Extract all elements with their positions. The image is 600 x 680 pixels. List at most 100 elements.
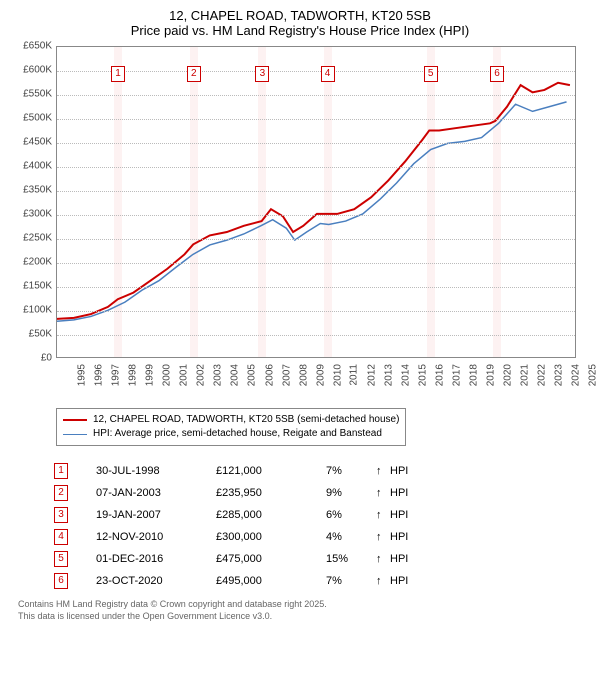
row-date: 12-NOV-2010 bbox=[96, 531, 216, 543]
x-tick-label: 2000 bbox=[161, 364, 172, 386]
marker-box: 1 bbox=[111, 66, 125, 82]
footer: Contains HM Land Registry data © Crown c… bbox=[18, 598, 592, 622]
x-tick-label: 2022 bbox=[537, 364, 548, 386]
x-tick-label: 2007 bbox=[281, 364, 292, 386]
y-tick-label: £500K bbox=[8, 113, 52, 124]
marker-box: 6 bbox=[490, 66, 504, 82]
x-tick-label: 2014 bbox=[400, 364, 411, 386]
gridline bbox=[57, 263, 575, 264]
x-tick-label: 2001 bbox=[179, 364, 190, 386]
row-hpi: HPI bbox=[390, 487, 420, 499]
gridline bbox=[57, 191, 575, 192]
marker-box: 3 bbox=[255, 66, 269, 82]
row-pct: 4% bbox=[326, 531, 376, 543]
x-tick-label: 2003 bbox=[213, 364, 224, 386]
table-row: 412-NOV-2010£300,0004%↑HPI bbox=[54, 526, 592, 548]
table-row: 130-JUL-1998£121,0007%↑HPI bbox=[54, 460, 592, 482]
x-tick-label: 2021 bbox=[520, 364, 531, 386]
x-tick-label: 2020 bbox=[502, 364, 513, 386]
x-tick-label: 2025 bbox=[588, 364, 599, 386]
row-date: 30-JUL-1998 bbox=[96, 465, 216, 477]
y-tick-label: £550K bbox=[8, 89, 52, 100]
x-tick-label: 2016 bbox=[434, 364, 445, 386]
y-tick-label: £450K bbox=[8, 137, 52, 148]
x-tick-label: 2011 bbox=[348, 364, 359, 386]
gridline bbox=[57, 167, 575, 168]
x-tick-label: 2009 bbox=[315, 364, 326, 386]
table-row: 2 07-JAN-2003£235,9509%↑HPI bbox=[54, 482, 592, 504]
x-tick-label: 1995 bbox=[76, 364, 87, 386]
x-tick-label: 2019 bbox=[485, 364, 496, 386]
gridline bbox=[57, 95, 575, 96]
row-hpi: HPI bbox=[390, 553, 420, 565]
row-price: £300,000 bbox=[216, 531, 326, 543]
x-tick-label: 2023 bbox=[554, 364, 565, 386]
row-hpi: HPI bbox=[390, 531, 420, 543]
gridline bbox=[57, 215, 575, 216]
x-tick-label: 1998 bbox=[127, 364, 138, 386]
x-tick-label: 2002 bbox=[196, 364, 207, 386]
x-tick-label: 2013 bbox=[383, 364, 394, 386]
row-date: 07-JAN-2003 bbox=[96, 487, 216, 499]
table-row: 501-DEC-2016£475,00015%↑HPI bbox=[54, 548, 592, 570]
x-tick-label: 2005 bbox=[247, 364, 258, 386]
gridline bbox=[57, 239, 575, 240]
legend-row: HPI: Average price, semi-detached house,… bbox=[63, 427, 399, 441]
legend-label: 12, CHAPEL ROAD, TADWORTH, KT20 5SB (sem… bbox=[93, 413, 399, 427]
arrow-up-icon: ↑ bbox=[376, 465, 390, 477]
x-tick-label: 2006 bbox=[264, 364, 275, 386]
marker-box: 5 bbox=[424, 66, 438, 82]
page-container: 12, CHAPEL ROAD, TADWORTH, KT20 5SB Pric… bbox=[0, 0, 600, 630]
row-hpi: HPI bbox=[390, 575, 420, 587]
transaction-table: 130-JUL-1998£121,0007%↑HPI207-JAN-2003£2… bbox=[54, 460, 592, 592]
row-marker: 5 bbox=[54, 551, 68, 567]
row-marker: 1 bbox=[54, 463, 68, 479]
y-tick-label: £150K bbox=[8, 281, 52, 292]
row-pct: 15% bbox=[326, 553, 376, 565]
x-tick-label: 2012 bbox=[366, 364, 377, 386]
arrow-up-icon: ↑ bbox=[376, 531, 390, 543]
y-tick-label: £350K bbox=[8, 185, 52, 196]
title-address: 12, CHAPEL ROAD, TADWORTH, KT20 5SB bbox=[8, 8, 592, 23]
row-marker: 6 bbox=[54, 573, 68, 589]
gridline bbox=[57, 335, 575, 336]
table-row: 319-JAN-2007£285,0006%↑HPI bbox=[54, 504, 592, 526]
y-tick-label: £650K bbox=[8, 41, 52, 52]
arrow-up-icon: ↑ bbox=[376, 553, 390, 565]
plot-area: 1 2 3 4 5 6 bbox=[56, 46, 576, 358]
row-date: 01-DEC-2016 bbox=[96, 553, 216, 565]
title-block: 12, CHAPEL ROAD, TADWORTH, KT20 5SB Pric… bbox=[8, 8, 592, 38]
row-date: 19-JAN-2007 bbox=[96, 509, 216, 521]
row-price: £285,000 bbox=[216, 509, 326, 521]
y-tick-label: £600K bbox=[8, 65, 52, 76]
x-tick-label: 2024 bbox=[571, 364, 582, 386]
x-tick-label: 2015 bbox=[417, 364, 428, 386]
legend: 12, CHAPEL ROAD, TADWORTH, KT20 5SB (sem… bbox=[56, 408, 406, 446]
row-marker: 2 bbox=[54, 485, 68, 501]
title-subtitle: Price paid vs. HM Land Registry's House … bbox=[8, 23, 592, 38]
chart: £0£50K£100K£150K£200K£250K£300K£350K£400… bbox=[8, 42, 590, 402]
arrow-up-icon: ↑ bbox=[376, 575, 390, 587]
y-tick-label: £0 bbox=[8, 353, 52, 364]
x-tick-label: 1996 bbox=[93, 364, 104, 386]
row-price: £235,950 bbox=[216, 487, 326, 499]
y-tick-label: £200K bbox=[8, 257, 52, 268]
row-pct: 7% bbox=[326, 465, 376, 477]
y-tick-label: £50K bbox=[8, 329, 52, 340]
x-tick-label: 1999 bbox=[144, 364, 155, 386]
legend-swatch bbox=[63, 419, 87, 421]
y-tick-label: £400K bbox=[8, 161, 52, 172]
x-tick-label: 2017 bbox=[451, 364, 462, 386]
y-tick-label: £250K bbox=[8, 233, 52, 244]
marker-box: 2 bbox=[187, 66, 201, 82]
gridline bbox=[57, 311, 575, 312]
x-tick-label: 2004 bbox=[230, 364, 241, 386]
row-hpi: HPI bbox=[390, 509, 420, 521]
row-pct: 9% bbox=[326, 487, 376, 499]
marker-box: 4 bbox=[321, 66, 335, 82]
x-tick-label: 1997 bbox=[110, 364, 121, 386]
row-marker: 3 bbox=[54, 507, 68, 523]
row-pct: 7% bbox=[326, 575, 376, 587]
legend-label: HPI: Average price, semi-detached house,… bbox=[93, 427, 382, 441]
arrow-up-icon: ↑ bbox=[376, 487, 390, 499]
